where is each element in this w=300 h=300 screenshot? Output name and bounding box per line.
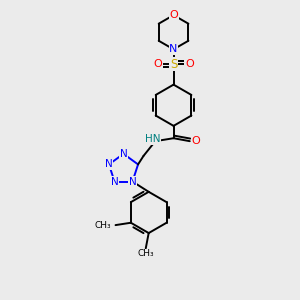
Text: N: N: [169, 44, 178, 54]
Text: N: N: [111, 176, 119, 187]
Text: O: O: [185, 59, 194, 69]
Text: N: N: [120, 149, 128, 159]
Text: O: O: [191, 136, 200, 146]
Text: N: N: [105, 159, 113, 170]
Text: O: O: [153, 59, 162, 69]
Text: N: N: [129, 176, 136, 187]
Text: S: S: [170, 58, 177, 70]
Text: CH₃: CH₃: [95, 220, 111, 230]
Text: CH₃: CH₃: [137, 249, 154, 258]
Text: HN: HN: [145, 134, 161, 144]
Text: O: O: [169, 10, 178, 20]
